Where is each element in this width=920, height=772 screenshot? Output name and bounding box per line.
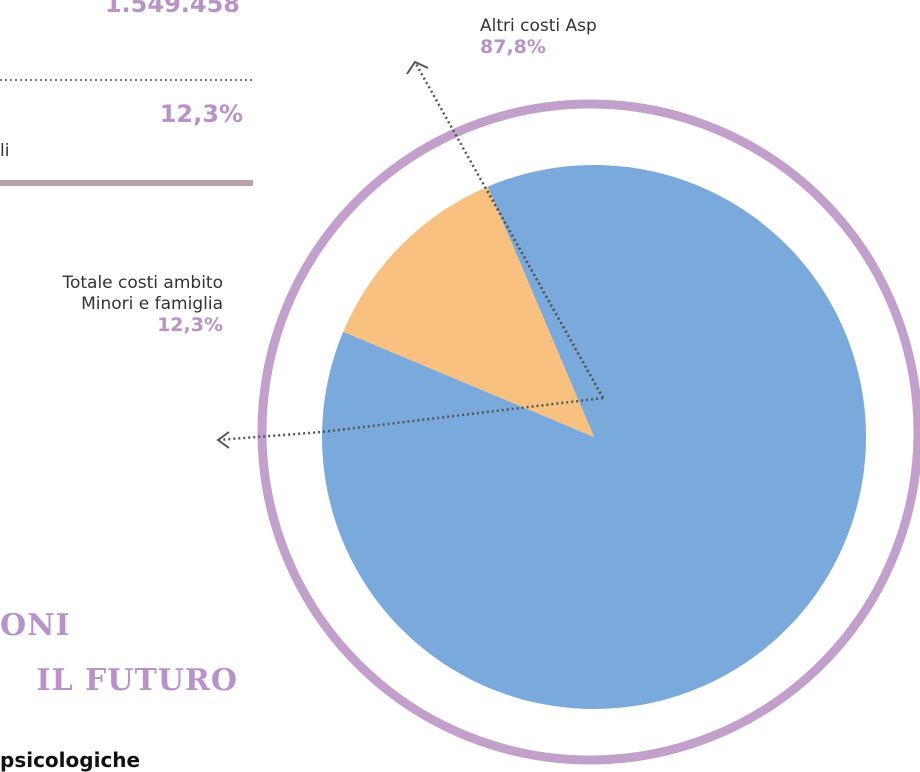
- heading: IL FUTURO: [36, 663, 238, 698]
- slice-label: Totale costi ambito Minori e famiglia 12,…: [62, 273, 223, 335]
- slice-label: Altri costi Asp 87,8%: [480, 16, 597, 57]
- rule-bar: [0, 180, 253, 186]
- heading: ONI: [0, 608, 71, 643]
- outer-ring: [257, 99, 920, 765]
- leader-line: [413, 61, 605, 399]
- subheading: psicologiche: [0, 748, 141, 772]
- pie-slice: [321, 165, 867, 710]
- value-label: 12,3%: [157, 314, 223, 336]
- text-fragment: li: [0, 141, 10, 161]
- arrow-head: [406, 60, 429, 75]
- share-value: 12,3%: [159, 100, 243, 128]
- category-label: Totale costi ambito Minori e famiglia: [62, 273, 223, 314]
- total-value: 1.549.458: [104, 0, 240, 18]
- pie: [321, 165, 867, 710]
- arrow-head: [216, 431, 230, 449]
- category-label: Altri costi Asp: [480, 16, 597, 36]
- value-label: 87,8%: [480, 36, 546, 58]
- pie-slice: [343, 186, 594, 437]
